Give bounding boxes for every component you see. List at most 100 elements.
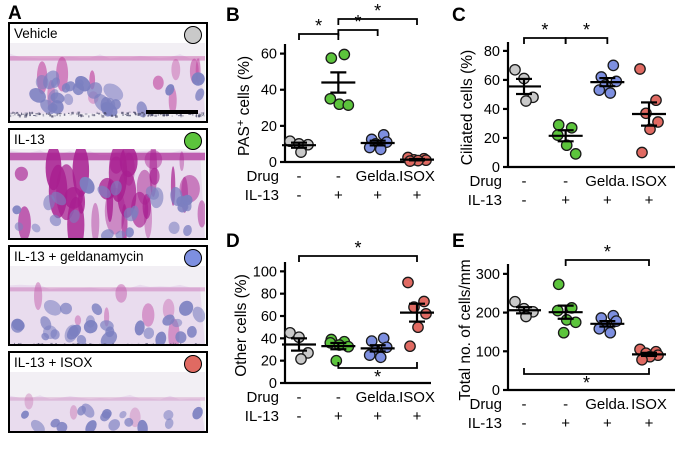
y-tick-label: 80 <box>261 287 277 303</box>
il13-value-0: - <box>522 415 527 432</box>
il13-value-1: + <box>334 408 343 425</box>
panel-d-chart: D 0 20 40 60 80 100 Other cells (%) Drug IL-13- - G… <box>222 228 437 453</box>
drug-value-0: - <box>522 396 527 413</box>
data-point <box>604 87 617 99</box>
il13-value-0: - <box>297 187 302 204</box>
data-point <box>338 48 351 61</box>
data-point <box>324 92 337 105</box>
micrograph-label: IL-13 + geldanamycin <box>10 247 206 266</box>
significance-asterisk: * <box>583 20 590 40</box>
data-point <box>520 95 532 107</box>
panel-letter-a: A <box>8 3 22 24</box>
data-point <box>509 63 521 76</box>
data-point <box>557 326 570 339</box>
mean-sem-D-1 <box>321 341 356 351</box>
micrograph-3: IL-13 + geldanamycin <box>8 245 208 346</box>
y-tick-label: 0 <box>269 376 277 392</box>
data-point <box>569 148 582 160</box>
significance-asterisk: * <box>374 2 381 21</box>
il13-value-0: - <box>522 192 527 209</box>
data-point <box>593 84 606 96</box>
series-C-0 <box>509 63 539 107</box>
row-label-drug: Drug <box>469 173 502 190</box>
significance-bracket: * <box>298 16 340 40</box>
y-tick-label: 20 <box>484 131 500 147</box>
data-point <box>295 353 307 365</box>
drug-value-1: - <box>336 168 341 185</box>
data-point <box>551 304 564 317</box>
mean-sem-C-1 <box>548 129 583 143</box>
mean-sem-B-0 <box>282 141 316 149</box>
drug-value-2: Gelda. <box>356 389 400 406</box>
drug-value-1: - <box>563 396 568 413</box>
drug-value-3: ISOX <box>631 396 667 413</box>
mean-sem-D-2 <box>360 344 395 353</box>
mean-sem-D-0 <box>282 337 316 352</box>
il13-value-3: + <box>645 192 654 209</box>
series-D-0 <box>284 326 314 365</box>
il13-value-2: + <box>373 408 382 425</box>
significance-asterisk: * <box>583 373 590 393</box>
panel-letter-e: E <box>452 231 465 252</box>
mean-sem-E-3 <box>632 351 666 358</box>
mean-sem-D-3 <box>400 302 434 323</box>
data-point <box>634 63 646 75</box>
data-point <box>330 354 343 367</box>
y-tick-label: 200 <box>476 306 500 322</box>
micrograph-image <box>10 43 206 121</box>
y-tick-label: 20 <box>261 119 277 135</box>
mean-sem-C-0 <box>507 77 541 96</box>
micrograph-image <box>10 266 206 344</box>
il13-value-2: + <box>603 192 612 209</box>
y-axis-label: PAS+ cells (%) <box>235 56 253 156</box>
mean-sem-B-1 <box>321 71 356 94</box>
micrograph-label: IL-13 + ISOX <box>10 353 206 372</box>
micrograph-1: Vehicle <box>8 22 208 123</box>
y-tick-label: 60 <box>484 73 500 89</box>
data-point <box>509 295 521 308</box>
mean-sem-C-2 <box>590 76 625 88</box>
panel-letter-d: D <box>226 231 240 252</box>
y-axis-label: Other cells (%) <box>233 274 250 377</box>
y-tick-label: 300 <box>476 267 500 283</box>
significance-bracket: * <box>298 238 418 262</box>
significance-bracket: * <box>523 20 567 44</box>
significance-bracket: * <box>337 12 379 36</box>
row-label-drug: Drug <box>469 396 502 413</box>
y-tick-label: 40 <box>484 102 500 118</box>
micrograph-label: Vehicle <box>10 24 206 43</box>
mean-sem-E-2 <box>590 319 625 328</box>
significance-asterisk: * <box>604 242 611 262</box>
mean-sem-B-2 <box>360 139 395 147</box>
row-label-drug: Drug <box>246 168 279 185</box>
y-tick-label: 0 <box>269 155 277 171</box>
significance-bracket: * <box>523 368 650 393</box>
mean-sem-B-3 <box>400 157 434 162</box>
il13-value-3: + <box>413 408 422 425</box>
panel-c-chart: C 0 20 40 60 80 Ciliated cells (%) Drug IL-13- - G… <box>448 2 693 224</box>
y-tick-label: 0 <box>492 160 500 176</box>
data-point <box>325 52 338 64</box>
group-color-dot <box>184 132 202 150</box>
data-point <box>374 143 387 156</box>
row-label-il13: IL-13 <box>245 187 279 204</box>
y-tick-label: 100 <box>253 264 277 280</box>
row-label-drug: Drug <box>246 389 279 406</box>
drug-value-2: Gelda. <box>356 168 400 185</box>
data-point <box>552 278 565 291</box>
data-point <box>402 276 414 289</box>
micrograph-2: IL-13 <box>8 128 208 240</box>
drug-value-1: - <box>563 173 568 190</box>
micrograph-label: IL-13 <box>10 130 206 149</box>
drug-value-3: ISOX <box>399 168 435 185</box>
drug-value-1: - <box>336 389 341 406</box>
micrograph-4: IL-13 + ISOX <box>8 351 208 433</box>
drug-value-2: Gelda. <box>585 396 629 413</box>
drug-value-2: Gelda. <box>585 173 629 190</box>
drug-value-3: ISOX <box>399 389 435 406</box>
panel-letter-b: B <box>226 5 240 26</box>
micrograph-image <box>10 149 206 238</box>
significance-asterisk: * <box>354 12 361 32</box>
y-tick-label: 40 <box>261 83 277 99</box>
mean-sem-E-1 <box>548 304 583 320</box>
